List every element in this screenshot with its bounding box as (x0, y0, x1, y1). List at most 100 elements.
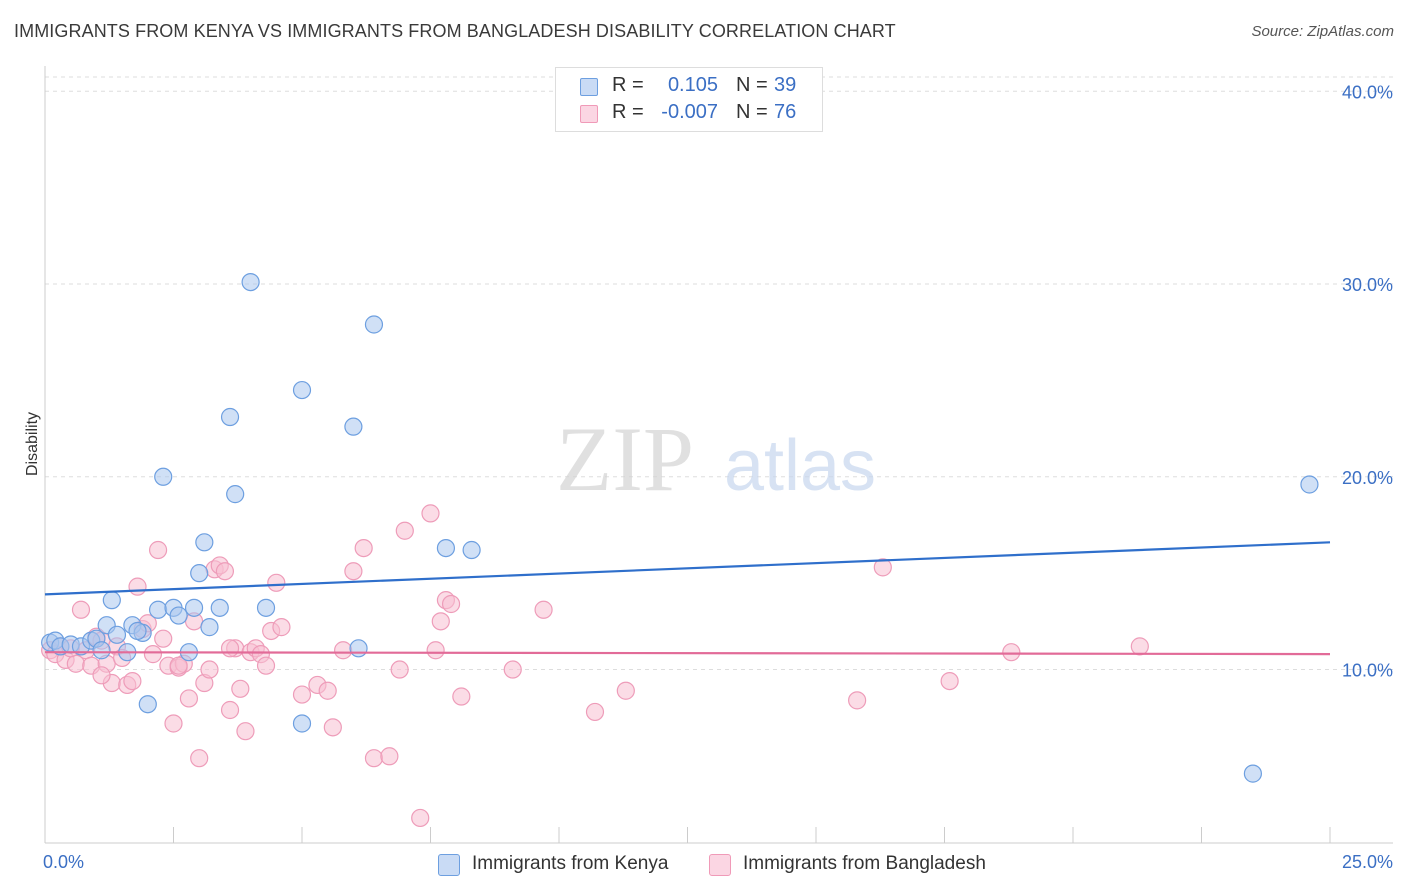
source-label: Source: ZipAtlas.com (1251, 23, 1394, 40)
bangladesh-point (143, 645, 163, 664)
chart-title: IMMIGRANTS FROM KENYA VS IMMIGRANTS FROM… (14, 21, 896, 41)
bangladesh-point (256, 656, 276, 675)
kenya-point (364, 315, 384, 334)
y-tick-labels: 10.0% 20.0% 30.0% 40.0% (1342, 82, 1393, 680)
legend-swatch-kenya (438, 854, 460, 876)
kenya-point (107, 625, 127, 644)
legend-label-bangladesh: Immigrants from Bangladesh (743, 853, 986, 874)
kenya-point (349, 639, 368, 658)
legend-n-label: N = (736, 74, 768, 96)
kenya-point (462, 540, 481, 560)
bangladesh-point (354, 538, 373, 558)
bangladesh-point (426, 641, 445, 660)
kenya-point (154, 467, 173, 486)
bangladesh-point (154, 629, 173, 648)
bangladesh-point (148, 540, 168, 560)
bangladesh-point (452, 687, 471, 706)
y-tick-label: 10.0% (1342, 661, 1393, 681)
legend-r-value: -0.007 (661, 101, 718, 123)
bangladesh-point (873, 558, 892, 577)
x-tick-label-min: 0.0% (43, 852, 85, 872)
bangladesh-point (585, 702, 605, 722)
kenya-point (195, 533, 214, 552)
bangladesh-point (380, 747, 399, 766)
kenya-point (1243, 764, 1263, 783)
bangladesh-point (323, 718, 342, 737)
legend-swatch-bangladesh (709, 854, 731, 876)
legend-n-label: N = (736, 101, 768, 123)
bangladesh-point (272, 618, 291, 637)
gridlines (45, 76, 1393, 671)
x-tick-label-max: 25.0% (1341, 852, 1393, 872)
kenya-point (226, 485, 245, 504)
kenya-point (292, 714, 312, 733)
bangladesh-point (534, 600, 553, 619)
bangladesh-point (164, 714, 183, 733)
kenya-point (436, 538, 456, 558)
kenya-point (169, 606, 188, 625)
axes (44, 66, 1393, 844)
bangladesh-point (431, 612, 450, 631)
legend-n-value: 39 (774, 74, 797, 96)
legend-row-bangladesh: R = -0.007 N = 76 (556, 101, 822, 127)
bangladesh-point (123, 671, 142, 691)
kenya-point (241, 272, 260, 292)
kenya-point (148, 600, 168, 619)
kenya-point (220, 407, 240, 427)
bangladesh-point (390, 660, 409, 679)
bangladesh-point (441, 594, 461, 614)
bangladesh-point (318, 681, 337, 700)
bangladesh-point (267, 573, 286, 592)
legend-row-kenya: R = 0.105 N = 39 (556, 74, 822, 100)
legend-r-value: 0.105 (667, 74, 718, 96)
trendline-kenya (44, 541, 1331, 596)
kenya-point (184, 598, 204, 617)
bangladesh-point (411, 808, 430, 828)
legend-r-label: R = (612, 101, 644, 123)
watermark-zip: ZIP (556, 408, 694, 510)
kenya-point (128, 621, 147, 641)
bangladesh-point (364, 749, 384, 768)
kenya-point (102, 591, 121, 610)
kenya-point (344, 417, 363, 436)
series-kenya-points (41, 272, 1319, 783)
kenya-point (210, 598, 229, 617)
bangladesh-point (179, 689, 199, 708)
bangladesh-point (220, 639, 240, 658)
bangladesh-point (940, 671, 959, 691)
kenya-point (190, 564, 209, 583)
bangladesh-point (421, 504, 440, 523)
bangladesh-point (292, 685, 312, 704)
kenya-point (92, 641, 111, 660)
bangladesh-point (190, 749, 209, 768)
bangladesh-point (169, 656, 188, 675)
bangladesh-point (1130, 637, 1149, 656)
bangladesh-point (92, 666, 111, 685)
kenya-point (200, 618, 219, 637)
bangladesh-point (395, 521, 414, 540)
bangladesh-point (503, 660, 522, 679)
kenya-point (138, 695, 157, 714)
series-bangladesh-points (41, 504, 1149, 828)
legend-n-value: 76 (774, 101, 797, 123)
trendline-bangladesh (44, 651, 1331, 656)
kenya-point (1300, 475, 1319, 494)
y-tick-label: 40.0% (1342, 82, 1393, 102)
y-tick-label: 20.0% (1342, 468, 1393, 488)
bangladesh-point (334, 641, 353, 660)
bangladesh-point (236, 722, 255, 741)
bangladesh-point (220, 700, 240, 720)
trendlines (44, 541, 1331, 656)
legend-r-label: R = (612, 74, 644, 96)
bangladesh-point (616, 681, 635, 700)
y-tick-label: 30.0% (1342, 275, 1393, 295)
correlation-legend: R = 0.105 N = 39 R = -0.007 N = 76 (555, 67, 823, 132)
bangladesh-point (215, 562, 234, 581)
bangladesh-point (344, 562, 363, 581)
legend-label-kenya: Immigrants from Kenya (472, 853, 669, 874)
bangladesh-point (231, 679, 250, 698)
kenya-point (292, 380, 312, 400)
bangladesh-point (200, 660, 219, 679)
watermark-atlas: atlas (724, 426, 876, 506)
